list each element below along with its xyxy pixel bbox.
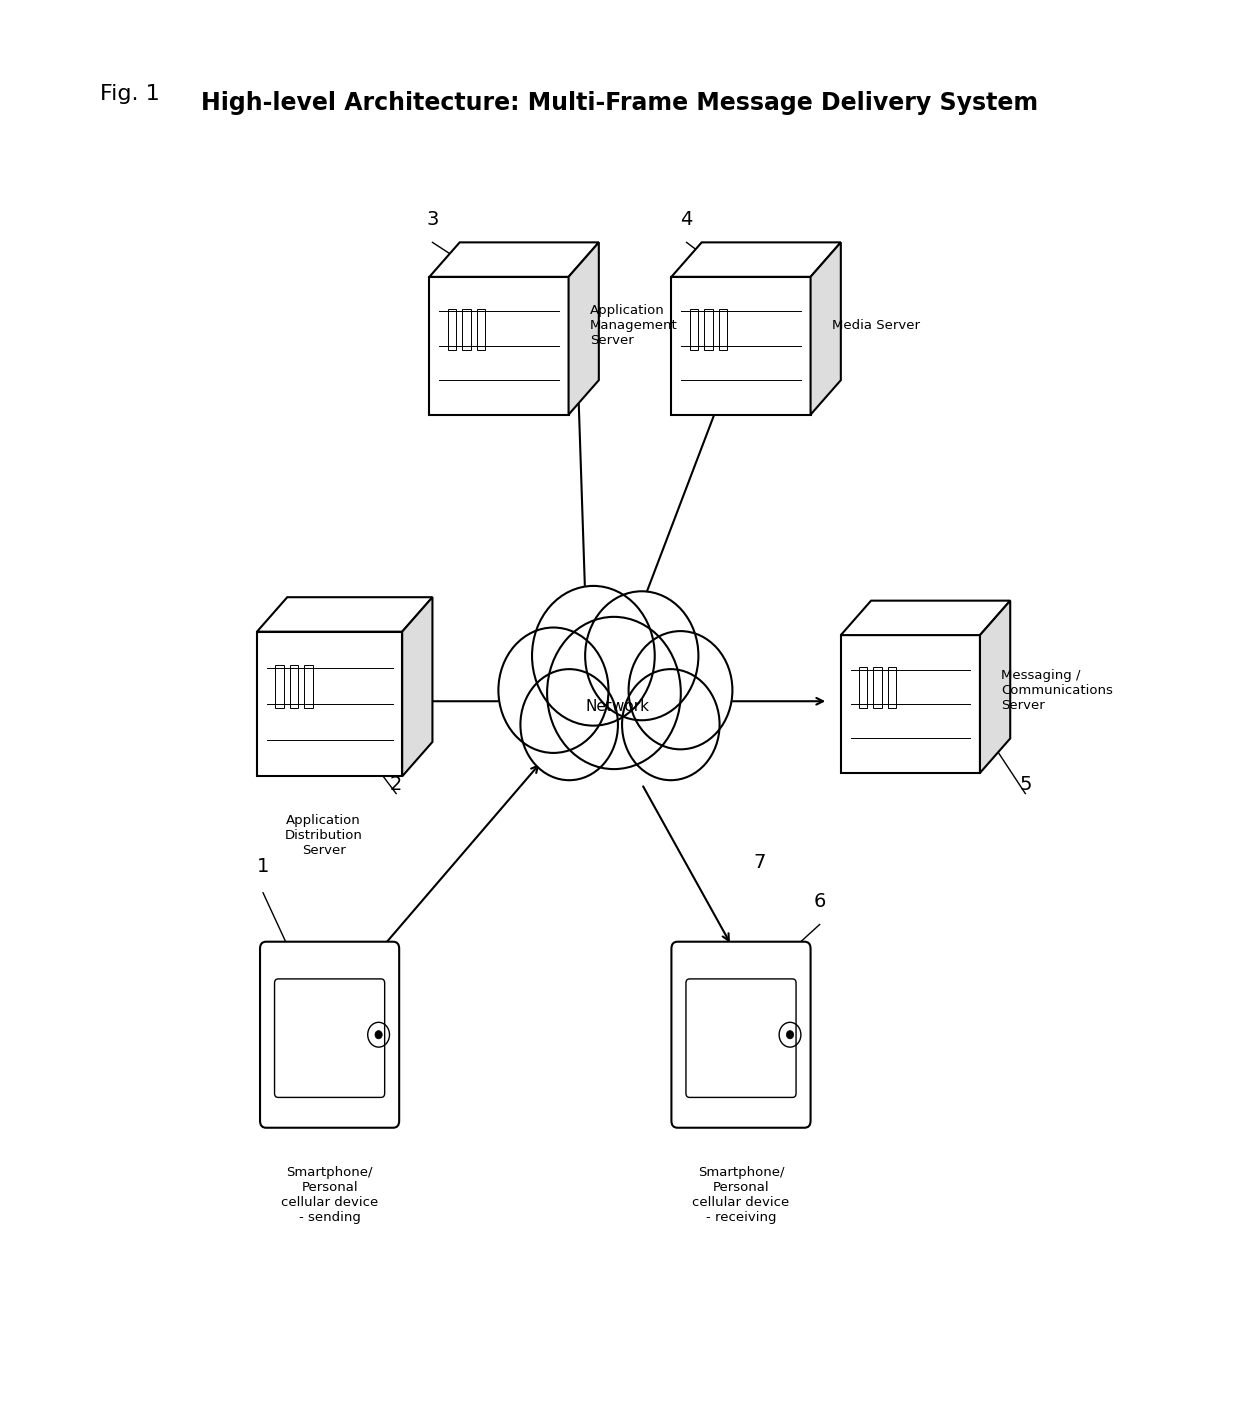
Text: 5: 5 bbox=[1019, 774, 1032, 794]
Text: Application
Distribution
Server: Application Distribution Server bbox=[285, 814, 362, 857]
Text: Smartphone/
Personal
cellular device
- receiving: Smartphone/ Personal cellular device - r… bbox=[692, 1166, 790, 1224]
Text: 1: 1 bbox=[257, 857, 269, 876]
Circle shape bbox=[547, 617, 681, 769]
Polygon shape bbox=[402, 597, 433, 776]
Text: 2: 2 bbox=[389, 774, 402, 794]
Text: Smartphone/
Personal
cellular device
- sending: Smartphone/ Personal cellular device - s… bbox=[281, 1166, 378, 1224]
Circle shape bbox=[622, 669, 719, 780]
Circle shape bbox=[629, 631, 733, 749]
Text: Media Server: Media Server bbox=[832, 318, 920, 331]
FancyBboxPatch shape bbox=[686, 979, 796, 1097]
Polygon shape bbox=[671, 242, 841, 277]
Polygon shape bbox=[429, 277, 569, 414]
Text: Application
Management
Server: Application Management Server bbox=[590, 304, 677, 346]
Circle shape bbox=[374, 1031, 382, 1039]
Polygon shape bbox=[429, 242, 599, 277]
Text: 6: 6 bbox=[813, 891, 826, 911]
Polygon shape bbox=[980, 601, 1011, 773]
Polygon shape bbox=[257, 632, 402, 776]
FancyBboxPatch shape bbox=[671, 942, 811, 1128]
Text: 7: 7 bbox=[753, 853, 765, 872]
Text: High-level Architecture: Multi-Frame Message Delivery System: High-level Architecture: Multi-Frame Mes… bbox=[201, 90, 1039, 115]
Text: 4: 4 bbox=[681, 210, 693, 228]
Circle shape bbox=[532, 586, 655, 725]
Polygon shape bbox=[671, 277, 811, 414]
Circle shape bbox=[521, 669, 618, 780]
FancyBboxPatch shape bbox=[274, 979, 384, 1097]
Circle shape bbox=[498, 628, 609, 753]
Circle shape bbox=[585, 591, 698, 721]
Polygon shape bbox=[257, 597, 433, 632]
Polygon shape bbox=[811, 242, 841, 414]
Circle shape bbox=[786, 1031, 794, 1039]
Text: Messaging /
Communications
Server: Messaging / Communications Server bbox=[1001, 669, 1114, 711]
Text: Fig. 1: Fig. 1 bbox=[99, 84, 160, 104]
Polygon shape bbox=[841, 601, 1011, 635]
Polygon shape bbox=[569, 242, 599, 414]
Polygon shape bbox=[841, 635, 980, 773]
Text: Network: Network bbox=[585, 700, 650, 714]
FancyBboxPatch shape bbox=[260, 942, 399, 1128]
Text: 3: 3 bbox=[427, 210, 439, 228]
